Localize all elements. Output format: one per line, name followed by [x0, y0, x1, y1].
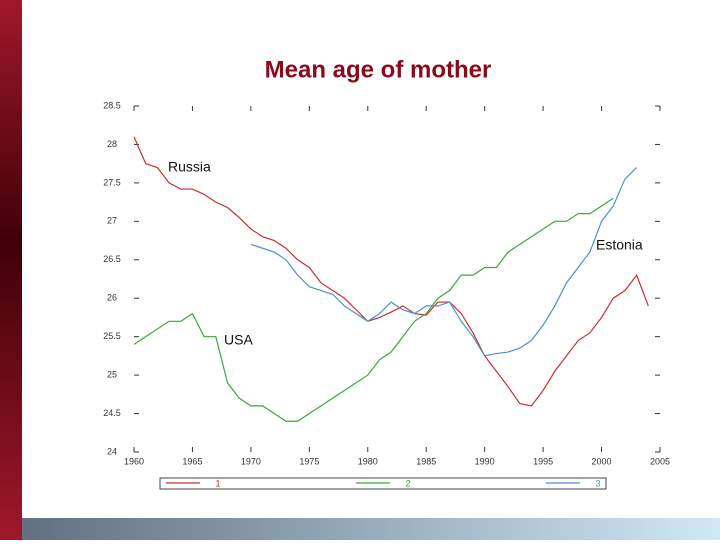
y-tick-label: 28 [107, 139, 117, 149]
x-tick-label: 1960 [124, 456, 144, 466]
footer-bar [22, 518, 720, 540]
y-tick-label: 24.5 [103, 408, 121, 418]
y-tick-label: 24 [107, 446, 117, 456]
x-tick-label: 1965 [182, 456, 202, 466]
y-tick-label: 27 [107, 216, 117, 226]
y-tick-label: 28.5 [103, 100, 121, 110]
x-tick-label: 1995 [533, 456, 553, 466]
annotation: USA [224, 332, 253, 348]
x-tick-label: 1980 [358, 456, 378, 466]
y-tick-label: 25 [107, 369, 117, 379]
y-tick-label: 26.5 [103, 254, 121, 264]
x-tick-label: 1985 [416, 456, 436, 466]
legend-label: 1 [215, 478, 220, 488]
x-tick-label: 2005 [650, 456, 670, 466]
x-tick-label: 1970 [241, 456, 261, 466]
x-tick-label: 2000 [592, 456, 612, 466]
series-line [133, 197, 614, 422]
chart-title: Mean age of mother [265, 56, 492, 83]
legend-label: 3 [595, 478, 600, 488]
annotation: Russia [168, 159, 211, 175]
annotation: Estonia [596, 237, 643, 253]
side-bar [0, 0, 22, 540]
x-tick-label: 1975 [299, 456, 319, 466]
x-tick-label: 1990 [475, 456, 495, 466]
series-line [250, 167, 638, 357]
y-tick-label: 26 [107, 293, 117, 303]
y-tick-label: 25.5 [103, 331, 121, 341]
legend-box [159, 477, 607, 490]
legend-label: 2 [405, 478, 410, 488]
series-line [133, 136, 649, 407]
y-tick-label: 27.5 [103, 177, 121, 187]
